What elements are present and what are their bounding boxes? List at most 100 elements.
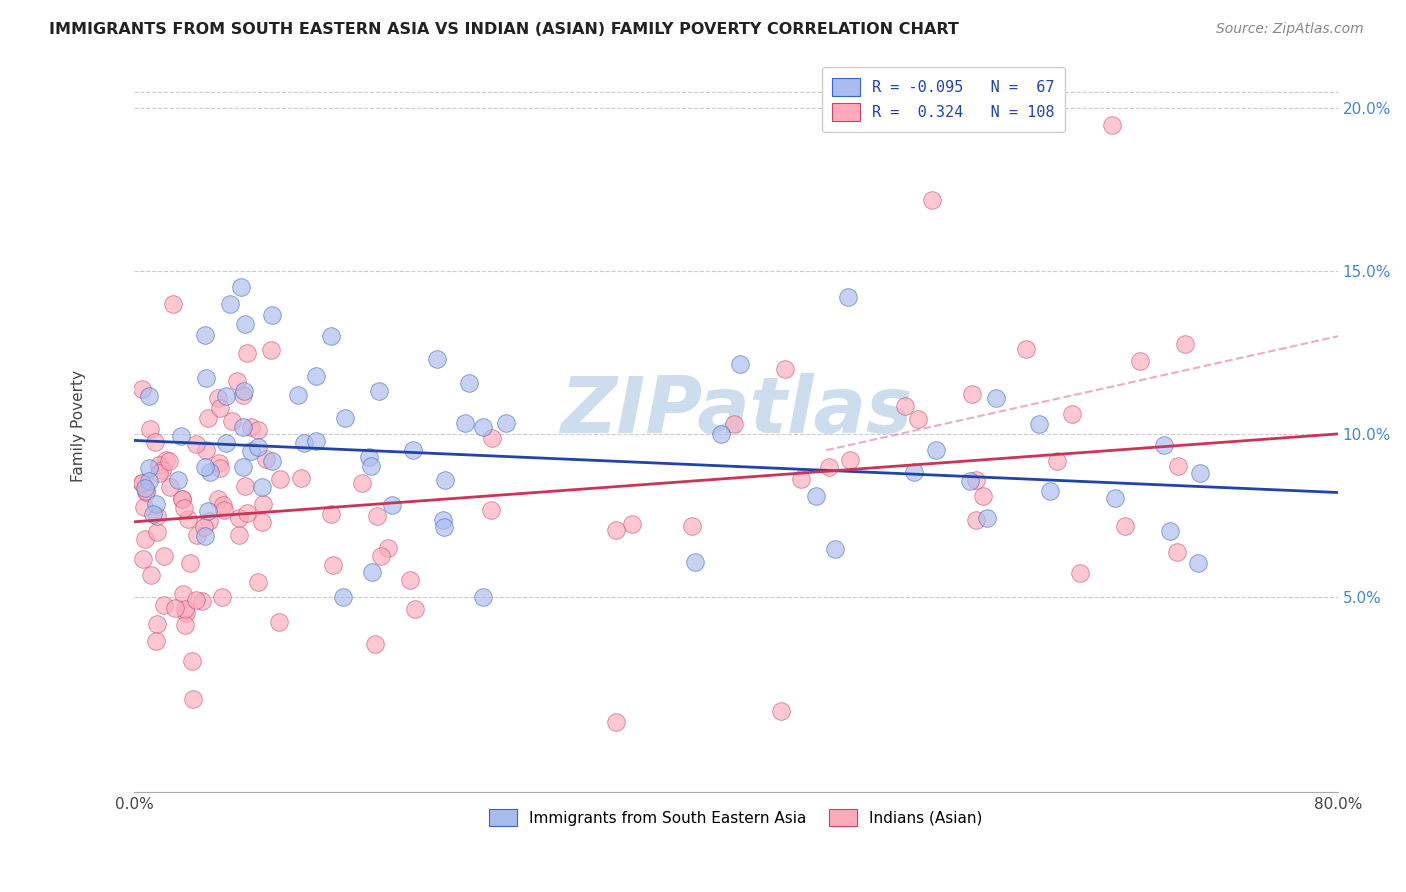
Point: [207, 392, 229, 406]
Point: [142, 508, 165, 522]
Point: [146, 617, 169, 632]
Point: [260, 454, 283, 468]
Point: [215, 389, 238, 403]
Point: [155, 452, 177, 467]
Point: [215, 436, 238, 450]
Point: [180, 654, 202, 668]
Point: [1062, 407, 1084, 421]
Point: [1039, 483, 1062, 498]
Point: [1046, 454, 1069, 468]
Point: [287, 388, 309, 402]
Point: [174, 602, 197, 616]
Point: [190, 594, 212, 608]
Point: [368, 384, 391, 399]
Point: [225, 374, 247, 388]
Point: [134, 533, 156, 547]
Point: [269, 615, 291, 629]
Point: [605, 523, 627, 537]
Point: [138, 460, 160, 475]
Point: [818, 460, 841, 475]
Point: [1104, 491, 1126, 505]
Point: [321, 329, 343, 343]
Point: [212, 499, 235, 513]
Point: [131, 476, 153, 491]
Point: [426, 352, 449, 367]
Point: [143, 434, 166, 449]
Point: [236, 506, 259, 520]
Point: [162, 296, 184, 310]
Point: [605, 714, 627, 729]
Point: [135, 484, 157, 499]
Point: [364, 637, 387, 651]
Point: [174, 618, 197, 632]
Point: [292, 436, 315, 450]
Point: [681, 518, 703, 533]
Point: [710, 427, 733, 442]
Point: [211, 590, 233, 604]
Point: [184, 593, 207, 607]
Point: [789, 472, 811, 486]
Point: [432, 513, 454, 527]
Point: [907, 412, 929, 426]
Point: [153, 549, 176, 564]
Point: [247, 423, 270, 437]
Point: [1114, 519, 1136, 533]
Point: [165, 600, 187, 615]
Point: [1167, 459, 1189, 474]
Y-axis label: Family Poverty: Family Poverty: [72, 370, 86, 482]
Point: [839, 453, 862, 467]
Point: [332, 590, 354, 604]
Text: IMMIGRANTS FROM SOUTH EASTERN ASIA VS INDIAN (ASIAN) FAMILY POVERTY CORRELATION : IMMIGRANTS FROM SOUTH EASTERN ASIA VS IN…: [49, 22, 959, 37]
Point: [1188, 467, 1211, 481]
Point: [209, 461, 232, 475]
Point: [837, 290, 859, 304]
Point: [212, 502, 235, 516]
Point: [495, 416, 517, 430]
Point: [965, 474, 987, 488]
Point: [254, 452, 277, 467]
Point: [290, 471, 312, 485]
Point: [250, 480, 273, 494]
Point: [1166, 545, 1188, 559]
Point: [232, 384, 254, 398]
Point: [146, 524, 169, 539]
Point: [723, 417, 745, 431]
Point: [207, 492, 229, 507]
Point: [471, 419, 494, 434]
Point: [1101, 118, 1123, 132]
Point: [193, 520, 215, 534]
Point: [228, 511, 250, 525]
Point: [361, 566, 384, 580]
Text: ZIPatlas: ZIPatlas: [560, 373, 912, 450]
Point: [1159, 524, 1181, 539]
Point: [1015, 342, 1038, 356]
Point: [172, 492, 194, 507]
Point: [402, 442, 425, 457]
Point: [236, 345, 259, 359]
Point: [152, 598, 174, 612]
Point: [194, 371, 217, 385]
Point: [174, 606, 197, 620]
Point: [148, 458, 170, 472]
Point: [152, 463, 174, 477]
Point: [333, 411, 356, 425]
Point: [141, 568, 163, 582]
Point: [359, 450, 381, 465]
Point: [806, 489, 828, 503]
Point: [219, 296, 242, 310]
Point: [198, 466, 221, 480]
Point: [269, 472, 291, 486]
Point: [1153, 438, 1175, 452]
Point: [728, 357, 751, 371]
Point: [138, 389, 160, 403]
Point: [1187, 556, 1209, 570]
Point: [208, 401, 231, 415]
Point: [479, 503, 502, 517]
Point: [131, 476, 153, 491]
Point: [377, 541, 399, 555]
Point: [131, 382, 153, 396]
Point: [148, 466, 170, 480]
Point: [404, 601, 426, 615]
Point: [976, 511, 998, 525]
Point: [247, 440, 270, 454]
